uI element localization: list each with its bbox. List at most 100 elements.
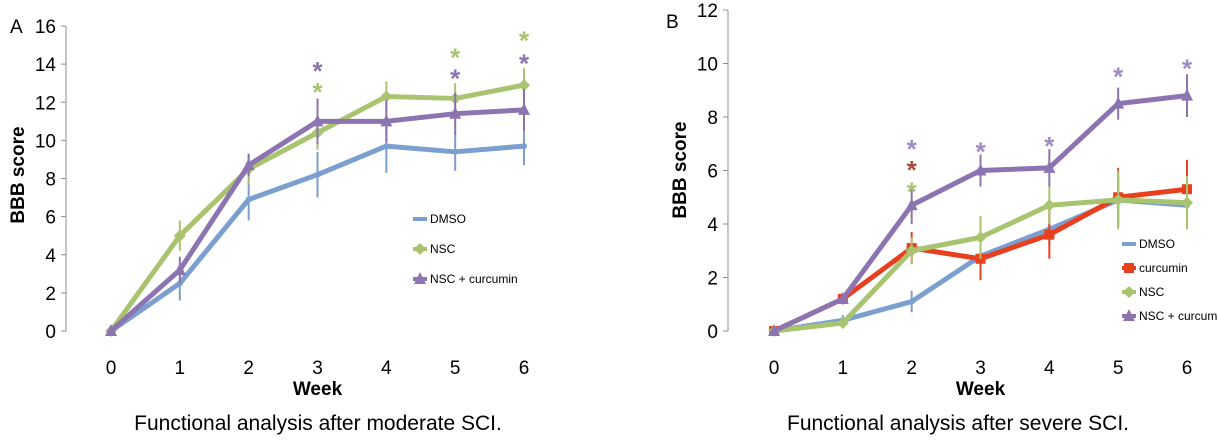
data-point — [836, 316, 849, 329]
significance-star: * — [1113, 62, 1124, 92]
panel-label: B — [666, 12, 679, 33]
legend-label: NSC — [430, 242, 456, 256]
x-tick-label: 5 — [1113, 358, 1124, 379]
y-axis-title: BBB score — [8, 126, 29, 223]
y-tick-label: 0 — [45, 322, 56, 343]
legend-marker — [1124, 263, 1134, 273]
y-tick-label: 0 — [707, 322, 718, 343]
data-point — [768, 324, 780, 336]
significance-star: * — [450, 64, 461, 94]
y-tick-label: 16 — [35, 17, 56, 38]
legend-marker — [1123, 309, 1135, 321]
x-tick-label: 4 — [1044, 358, 1055, 379]
x-tick-label: 1 — [838, 358, 849, 379]
x-tick-label: 6 — [1182, 358, 1193, 379]
y-tick-label: 8 — [45, 170, 56, 191]
y-tick-label: 2 — [707, 269, 718, 290]
data-point — [974, 163, 987, 176]
significance-star: * — [1182, 54, 1193, 84]
y-tick-label: 10 — [35, 131, 56, 152]
data-point — [173, 229, 186, 242]
y-tick-label: 12 — [697, 1, 718, 22]
panel-label: A — [10, 17, 23, 38]
legend-label: DMSO — [430, 212, 466, 226]
y-tick-label: 8 — [707, 108, 718, 129]
data-point — [1112, 96, 1125, 109]
data-point — [905, 244, 918, 257]
series-nsc-curcumin — [768, 74, 1193, 336]
significance-star: * — [975, 136, 986, 166]
data-point — [105, 324, 117, 336]
data-point — [311, 114, 324, 127]
series-line — [771, 93, 1190, 334]
data-point — [245, 196, 252, 203]
x-tick-label: 2 — [906, 358, 917, 379]
series-nsc — [768, 170, 1193, 337]
data-point — [380, 90, 393, 103]
legend-marker — [414, 243, 426, 255]
legend-label: NSC + curcumin — [1139, 309, 1218, 323]
data-point — [1181, 88, 1193, 101]
data-point — [383, 143, 390, 150]
legend-label: DMSO — [1139, 237, 1175, 251]
legend: DMSO curcumin NSC NSC + curcumin — [1122, 237, 1218, 323]
y-tick-label: 2 — [45, 284, 56, 305]
legend-marker — [1123, 286, 1135, 298]
data-point — [1112, 193, 1125, 206]
data-point — [905, 198, 918, 211]
data-point — [242, 158, 255, 171]
y-tick-label: 14 — [35, 55, 57, 76]
significance-star: * — [907, 155, 918, 185]
data-point — [173, 263, 186, 275]
x-axis-title: Week — [956, 379, 1006, 400]
y-tick-label: 12 — [35, 93, 56, 114]
series-dmso — [108, 119, 527, 334]
legend-label: curcumin — [1139, 261, 1188, 275]
x-tick-label: 3 — [312, 358, 323, 379]
data-point — [452, 148, 459, 155]
y-axis-title: BBB score — [670, 121, 691, 218]
significance-star: * — [450, 43, 461, 73]
data-point — [449, 106, 462, 119]
significance-star: * — [519, 26, 530, 56]
data-point — [908, 298, 915, 305]
significance-star: * — [519, 48, 530, 78]
figure-caption: Functional analysis after severe SCI. — [787, 412, 1129, 435]
x-axis-title: Week — [293, 379, 343, 400]
y-tick-label: 4 — [707, 215, 718, 236]
x-tick-label: 0 — [769, 358, 780, 379]
y-tick-label: 6 — [707, 162, 718, 183]
x-tick-label: 3 — [975, 358, 986, 379]
series-nsc-curcumin — [105, 88, 530, 336]
significance-star: * — [907, 134, 918, 164]
significance-star: * — [312, 77, 323, 107]
x-tick-label: 5 — [450, 358, 461, 379]
y-tick-label: 6 — [45, 208, 56, 229]
data-point — [1043, 160, 1056, 173]
data-point — [974, 231, 987, 244]
legend: DMSO NSC NSC + curcumin — [413, 212, 518, 286]
data-point — [1043, 199, 1056, 212]
significance-star: * — [907, 177, 918, 207]
y-tick-label: 4 — [45, 246, 56, 267]
data-point — [380, 114, 393, 127]
figure-caption: Functional analysis after moderate SCI. — [134, 412, 502, 435]
data-point — [1181, 196, 1193, 209]
x-tick-label: 4 — [381, 358, 392, 379]
significance-star: * — [312, 56, 323, 86]
data-point — [518, 79, 530, 92]
x-tick-label: 6 — [519, 358, 530, 379]
x-tick-label: 0 — [106, 358, 117, 379]
data-point — [521, 143, 527, 150]
data-point — [314, 171, 321, 178]
data-point — [1044, 229, 1055, 240]
data-point — [836, 291, 849, 304]
legend-marker — [414, 272, 426, 284]
legend-label: NSC — [1139, 285, 1165, 299]
data-point — [518, 102, 530, 115]
x-tick-label: 2 — [243, 358, 254, 379]
x-tick-label: 1 — [175, 358, 186, 379]
